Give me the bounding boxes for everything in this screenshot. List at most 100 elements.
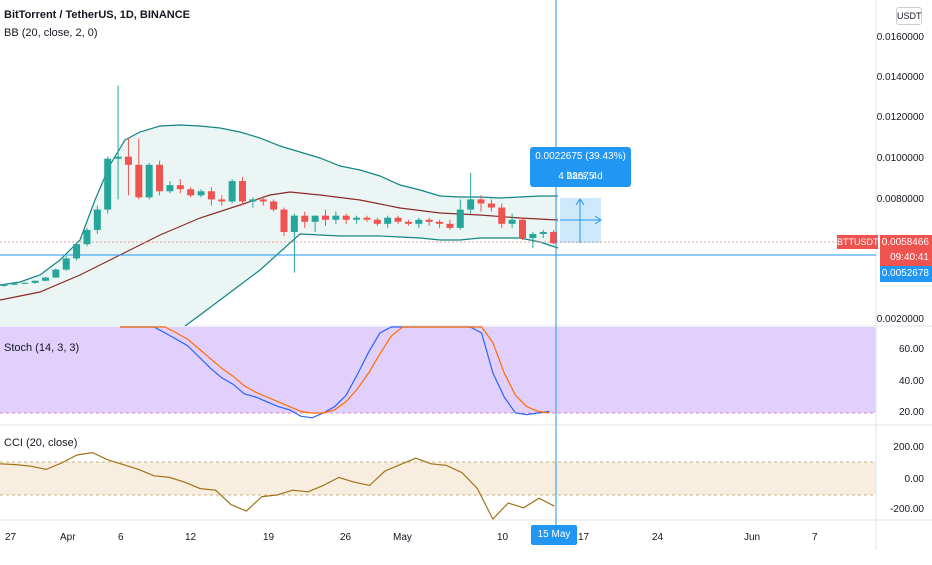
time-tick: 19 [263,532,275,543]
cci-tick: -200.00 [890,504,924,515]
stoch-band [0,327,876,413]
candle-body [529,233,537,239]
candle-body [31,280,39,283]
candle-body [363,217,371,220]
last-price-tag: 0.0058466 [880,235,932,251]
candle-body [539,231,547,234]
stoch-tick: 60.00 [898,344,924,355]
crosshair-date-tag: 15 May '21 [531,525,577,560]
bb-upper-line [0,124,558,286]
candle-body [301,215,309,222]
candle-body [425,219,433,222]
candle-body [332,215,340,220]
cci-tick: 0.00 [904,474,924,485]
candle-body [550,231,558,244]
time-tick: 12 [185,532,197,543]
candle-body [83,229,91,245]
candle-body [207,191,215,200]
candle-body [124,156,132,165]
candle-body [135,164,143,198]
candle-body [373,219,381,224]
measure-arrow-up-head [575,198,585,206]
stoch-tick: 20.00 [898,407,924,418]
stoch-tick: 40.00 [898,376,924,387]
candle-body [259,199,267,202]
price-tick: 0.0120000 [876,112,924,123]
time-tick: 26 [340,532,352,543]
candle-body [41,277,49,281]
stoch-k-line [120,326,550,419]
time-tick: 6 [118,532,124,543]
candle-body [218,199,226,202]
candle-body [415,219,423,224]
candles [0,85,558,287]
candle-body [353,217,361,220]
time-tick: 17 [578,532,590,543]
candle-body [62,258,70,270]
candle-body [311,215,319,222]
time-tick: 7 [812,532,818,543]
bb-lower-line [184,233,559,327]
candle-body [342,215,350,220]
chart-canvas[interactable] [0,0,932,550]
candle-body [498,207,506,224]
candle-body [104,158,112,210]
bb-fill [0,125,558,326]
currency-button[interactable]: USDT [896,7,922,25]
candle-body [280,209,288,232]
candle-body [384,217,392,224]
symbol-title[interactable]: BitTorrent / TetherUS, 1D, BINANCE [4,9,190,21]
candle-body [477,199,485,204]
time-tick: Jun [744,532,761,543]
time-tick: Apr [60,532,76,543]
candle-body [114,156,122,159]
bb-indicator-label[interactable]: BB (20, close, 2, 0) [4,27,98,39]
candle-body [519,219,526,239]
symbol-tag: BTTUSDT [837,235,879,249]
time-tick: 27 [5,532,17,543]
candle-body [404,221,412,224]
candle-body [176,185,184,190]
cci-line [0,451,555,521]
candle-body [270,201,278,210]
candle-body [508,219,516,224]
measure-change: 0.0022675 (39.43%) 22675 [535,151,626,182]
candle-body [197,191,205,196]
candle-body [187,189,195,196]
price-tick: 0.0100000 [876,153,924,164]
time-tick: 10 [497,532,509,543]
candle-body [166,185,174,192]
time-tick: May [393,532,412,543]
candle-body [456,209,464,228]
candle-body [52,269,60,278]
measure-arrow-right-head [594,215,602,225]
crosshair-price-tag: 0.0052678 [880,266,932,282]
candle-body [467,199,475,210]
stoch-label[interactable]: Stoch (14, 3, 3) [4,342,80,354]
candle-body [394,217,402,222]
price-tick: 0.0140000 [876,72,924,83]
candle-body [145,164,153,198]
price-tick: 0.0160000 [876,32,924,43]
candle-body [21,282,29,284]
candle-body [249,199,257,202]
candle-body [290,215,298,232]
time-tick: 24 [652,532,664,543]
price-tick: 0.0080000 [876,194,924,205]
candle-body [93,209,101,230]
candle-body [73,244,81,259]
candle-body [228,181,236,202]
cci-label[interactable]: CCI (20, close) [4,437,78,449]
stoch-d-line [120,326,550,414]
cci-band [0,462,876,495]
cci-tick: 200.00 [893,442,924,453]
candle-body [156,164,164,192]
candle-body [239,181,247,202]
candle-body [436,221,444,224]
candle-body [0,284,8,286]
candle-body [321,215,329,220]
candle-body [10,283,18,285]
measure-tooltip: 0.0022675 (39.43%) 22675 4 bars, 4d [530,147,631,187]
countdown-tag: 09:40:41 [880,250,932,266]
candle-body [487,203,495,208]
